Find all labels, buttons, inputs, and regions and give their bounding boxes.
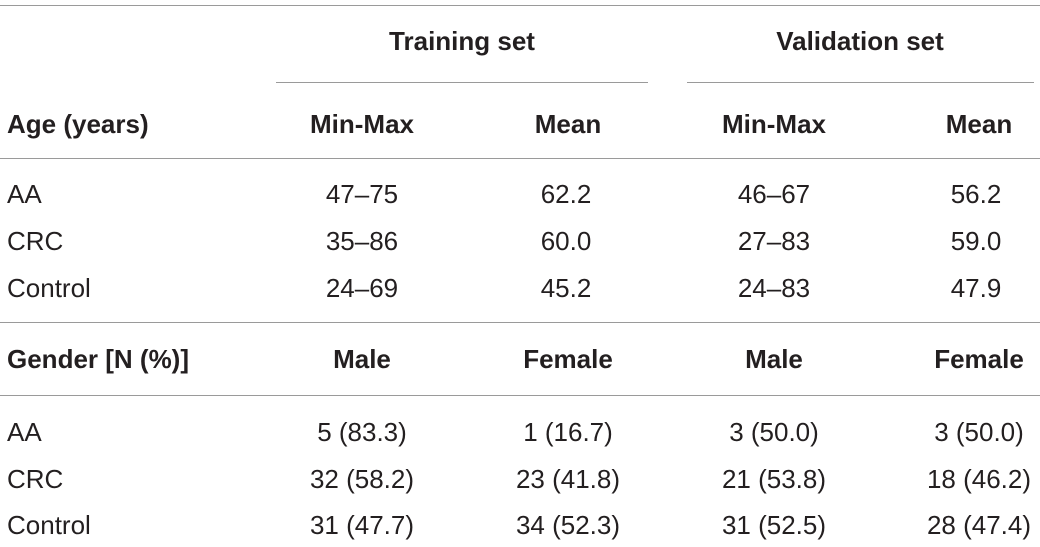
column-header: Min-Max [310, 109, 414, 139]
training-set-underline [276, 82, 648, 83]
table-cell: 21 (53.8) [721, 464, 827, 494]
group-header-training: Training set [389, 26, 535, 56]
table-cell: 45.2 [540, 273, 592, 303]
table-cell: 60.0 [540, 226, 592, 256]
table-cell: 35–86 [325, 226, 399, 256]
gender-header-rule [0, 395, 1040, 396]
table-cell: 32 (58.2) [309, 464, 415, 494]
table-cell: 31 (47.7) [309, 510, 415, 540]
column-header: Male [333, 344, 391, 374]
row-label: CRC [7, 226, 64, 256]
top-rule [0, 5, 1040, 6]
table-cell: 23 (41.8) [515, 464, 621, 494]
table-cell: 47–75 [325, 179, 399, 209]
group-header-validation: Validation set [776, 26, 944, 56]
age-header-rule [0, 158, 1040, 159]
column-header: Female [934, 344, 1024, 374]
row-label: Control [7, 273, 91, 303]
table-cell: 27–83 [737, 226, 811, 256]
gender-section-label: Gender [N (%)] [7, 344, 189, 374]
table-cell: 18 (46.2) [926, 464, 1032, 494]
table-cell: 47.9 [950, 273, 1002, 303]
column-header: Mean [534, 109, 602, 139]
row-label: CRC [7, 464, 64, 494]
table-cell: 46–67 [737, 179, 811, 209]
row-label: AA [7, 179, 42, 209]
table-cell: 59.0 [950, 226, 1002, 256]
table-cell: 62.2 [540, 179, 592, 209]
table-cell: 3 (50.0) [729, 417, 819, 447]
table-cell: 1 (16.7) [523, 417, 613, 447]
table-cell: 56.2 [950, 179, 1002, 209]
row-label: Control [7, 510, 91, 540]
validation-set-underline [687, 82, 1034, 83]
table-cell: 24–83 [737, 273, 811, 303]
gender-section-rule [0, 322, 1040, 323]
table-cell: 24–69 [325, 273, 399, 303]
table-cell: 5 (83.3) [317, 417, 407, 447]
age-section-label: Age (years) [7, 109, 149, 139]
column-header: Male [745, 344, 803, 374]
table-cell: 3 (50.0) [934, 417, 1024, 447]
column-header: Female [523, 344, 613, 374]
table-cell: 34 (52.3) [515, 510, 621, 540]
column-header: Mean [945, 109, 1013, 139]
table-cell: 31 (52.5) [721, 510, 827, 540]
row-label: AA [7, 417, 42, 447]
table-cell: 28 (47.4) [926, 510, 1032, 540]
column-header: Min-Max [722, 109, 826, 139]
